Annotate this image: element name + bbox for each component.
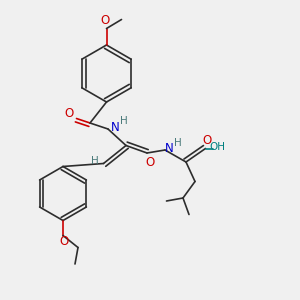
Text: O: O [202, 134, 211, 147]
Text: N: N [165, 142, 174, 155]
Text: O: O [146, 155, 154, 169]
Text: H: H [174, 137, 182, 148]
Text: O: O [64, 107, 74, 121]
Text: OH: OH [209, 142, 226, 152]
Text: N: N [111, 121, 120, 134]
Text: O: O [60, 235, 69, 248]
Text: H: H [120, 116, 128, 127]
Text: H: H [91, 155, 98, 166]
Text: O: O [100, 14, 109, 28]
